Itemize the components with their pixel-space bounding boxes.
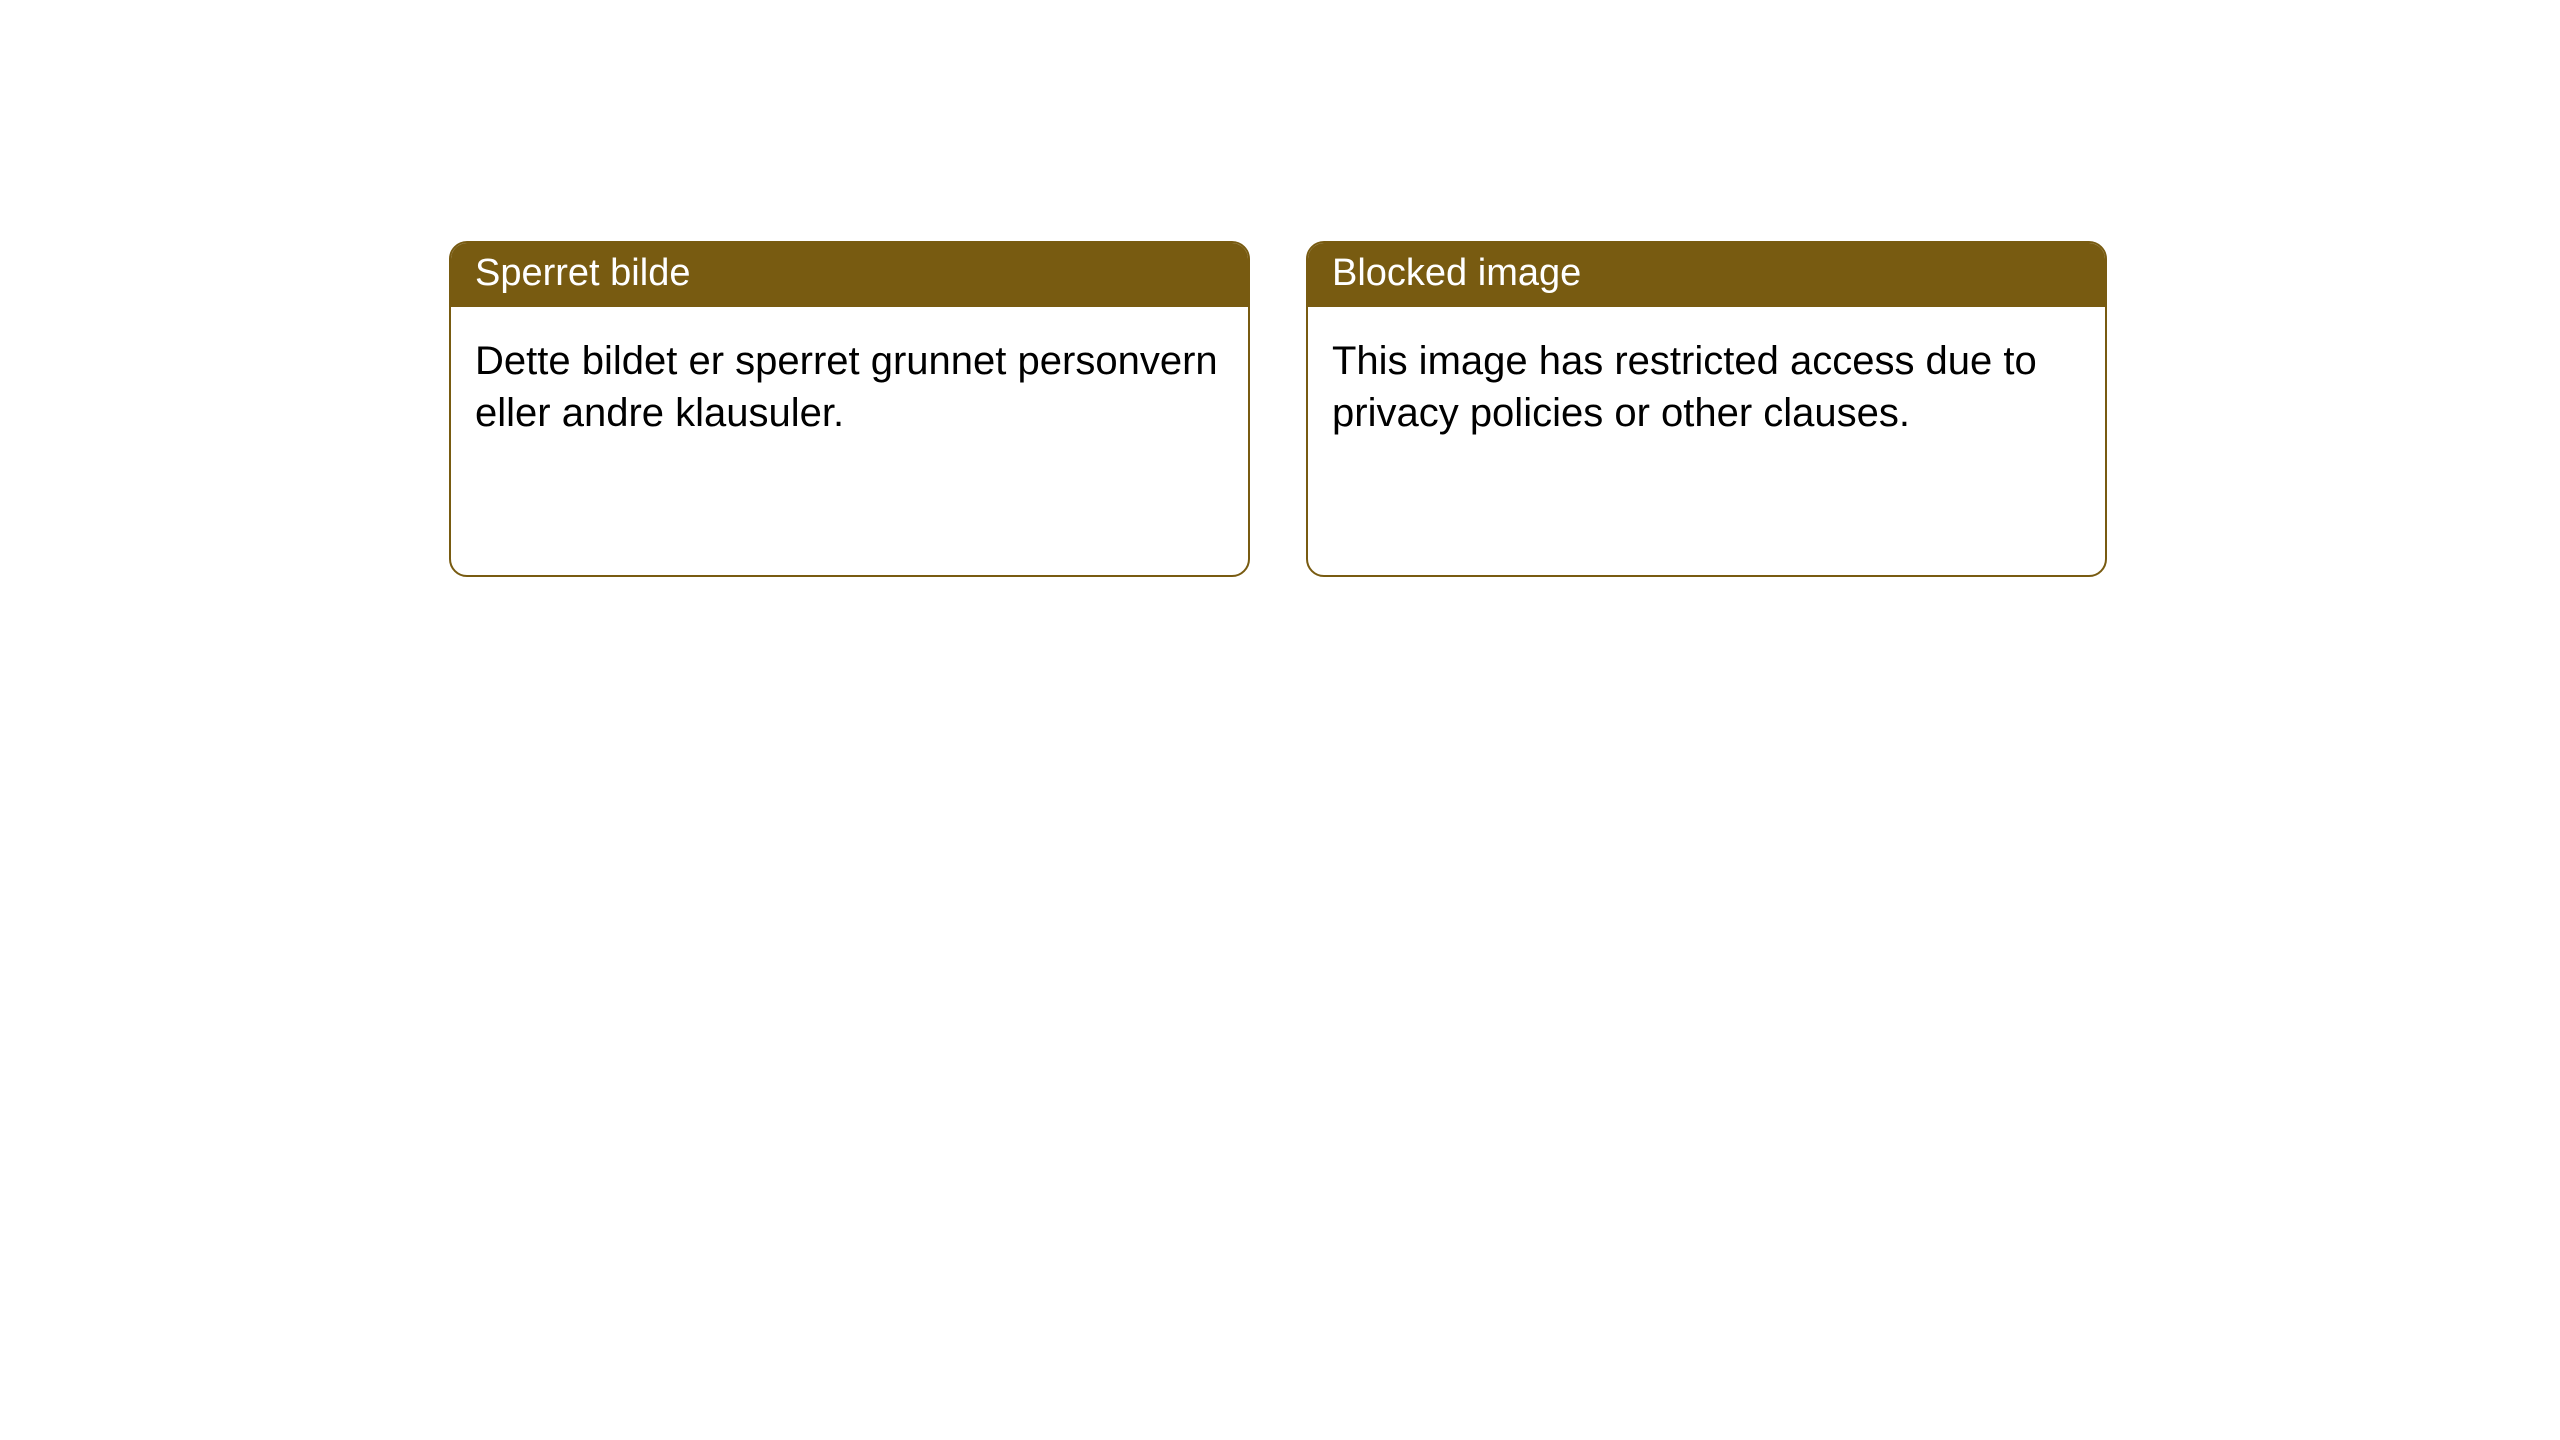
- notice-card-body: Dette bildet er sperret grunnet personve…: [451, 307, 1248, 467]
- notice-card-en: Blocked image This image has restricted …: [1306, 241, 2107, 577]
- notice-container: Sperret bilde Dette bildet er sperret gr…: [0, 0, 2560, 577]
- notice-card-no: Sperret bilde Dette bildet er sperret gr…: [449, 241, 1250, 577]
- notice-card-body: This image has restricted access due to …: [1308, 307, 2105, 467]
- notice-card-title: Blocked image: [1308, 243, 2105, 307]
- notice-card-title: Sperret bilde: [451, 243, 1248, 307]
